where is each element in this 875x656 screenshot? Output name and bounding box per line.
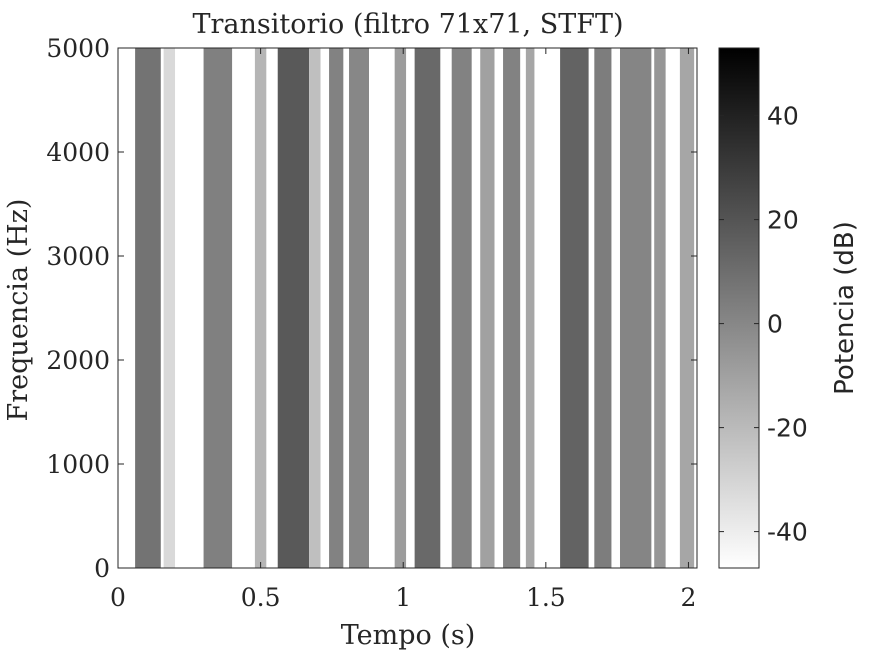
spectrogram-band-6 [329,48,344,568]
spectrogram-band-13 [525,48,535,568]
y-axis: 0 1000 2000 3000 4000 5000 [46,34,697,583]
spectrogram-band-17 [654,48,666,568]
colorbar-tick-label: 40 [767,102,799,131]
y-tick-label: 1000 [46,450,110,479]
spectrogram-band-18 [679,48,695,568]
spectrogram-band-0 [135,48,161,568]
y-tick-label: 5000 [46,34,110,63]
spectrogram-band-16 [619,48,652,568]
spectrogram-band-4 [277,48,310,568]
spectrogram-band-12 [503,48,521,568]
y-tick-label: 0 [94,554,110,583]
colorbar-ticks: -40 -20 0 20 40 [719,102,808,547]
spectrogram-band-9 [414,48,441,568]
x-axis: 0 0.5 1 1.5 2 [110,48,696,612]
spectrogram-band-3 [254,48,267,568]
spectrogram-band-5 [309,48,321,568]
y-tick-label: 3000 [46,242,110,271]
colorbar-tick-label: 20 [767,206,799,235]
y-tick-label: 4000 [46,138,110,167]
x-tick-label: 2 [680,583,696,612]
colorbar-tick-label: 0 [767,310,783,339]
spectrogram-band-15 [594,48,612,568]
colorbar [718,47,760,569]
spectrogram-bands [135,48,695,568]
x-tick-label: 1 [395,583,411,612]
spectrogram-band-10 [451,48,472,568]
y-axis-label: Frequencia (Hz) [3,199,34,422]
spectrogram-band-11 [480,48,495,568]
plot-frame [117,47,698,569]
y-tick-label: 2000 [46,346,110,375]
x-axis-label: Tempo (s) [341,620,476,651]
spectrogram-band-7 [349,48,369,568]
x-tick-label: 0 [110,583,126,612]
spectrogram-band-8 [394,48,407,568]
colorbar-label: Potencia (dB) [830,221,860,395]
chart-title: Transitorio (filtro 71x71, STFT) [192,9,623,40]
x-tick-label: 1.5 [526,583,566,612]
x-tick-label: 0.5 [241,583,281,612]
colorbar-tick-label: -20 [767,414,808,443]
spectrogram-band-14 [560,48,589,568]
spectrogram-band-2 [203,48,233,568]
colorbar-tick-label: -40 [767,518,808,547]
spectrogram-band-1 [163,48,176,568]
